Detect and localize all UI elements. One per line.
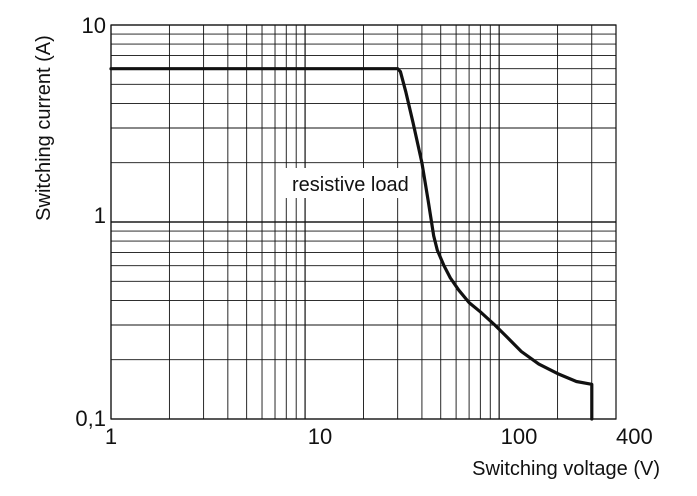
y-tick-label: 0,1 (75, 406, 106, 431)
grid (110, 24, 617, 420)
x-tick-label: 10 (308, 424, 332, 449)
y-tick-label: 10 (82, 13, 106, 38)
y-tick-label: 1 (94, 203, 106, 228)
x-tick-label: 1 (105, 424, 117, 449)
x-tick-label: 100 (501, 424, 538, 449)
annotation-background (283, 168, 421, 198)
plot-area-frame (110, 24, 617, 420)
x-axis-label: Switching voltage (V) (472, 458, 660, 480)
annotation-resistive-load: resistive load (292, 174, 409, 196)
x-tick-label: 400 (616, 424, 653, 449)
y-axis-label: Switching current (A) (33, 35, 55, 221)
series-line (109, 67, 594, 421)
